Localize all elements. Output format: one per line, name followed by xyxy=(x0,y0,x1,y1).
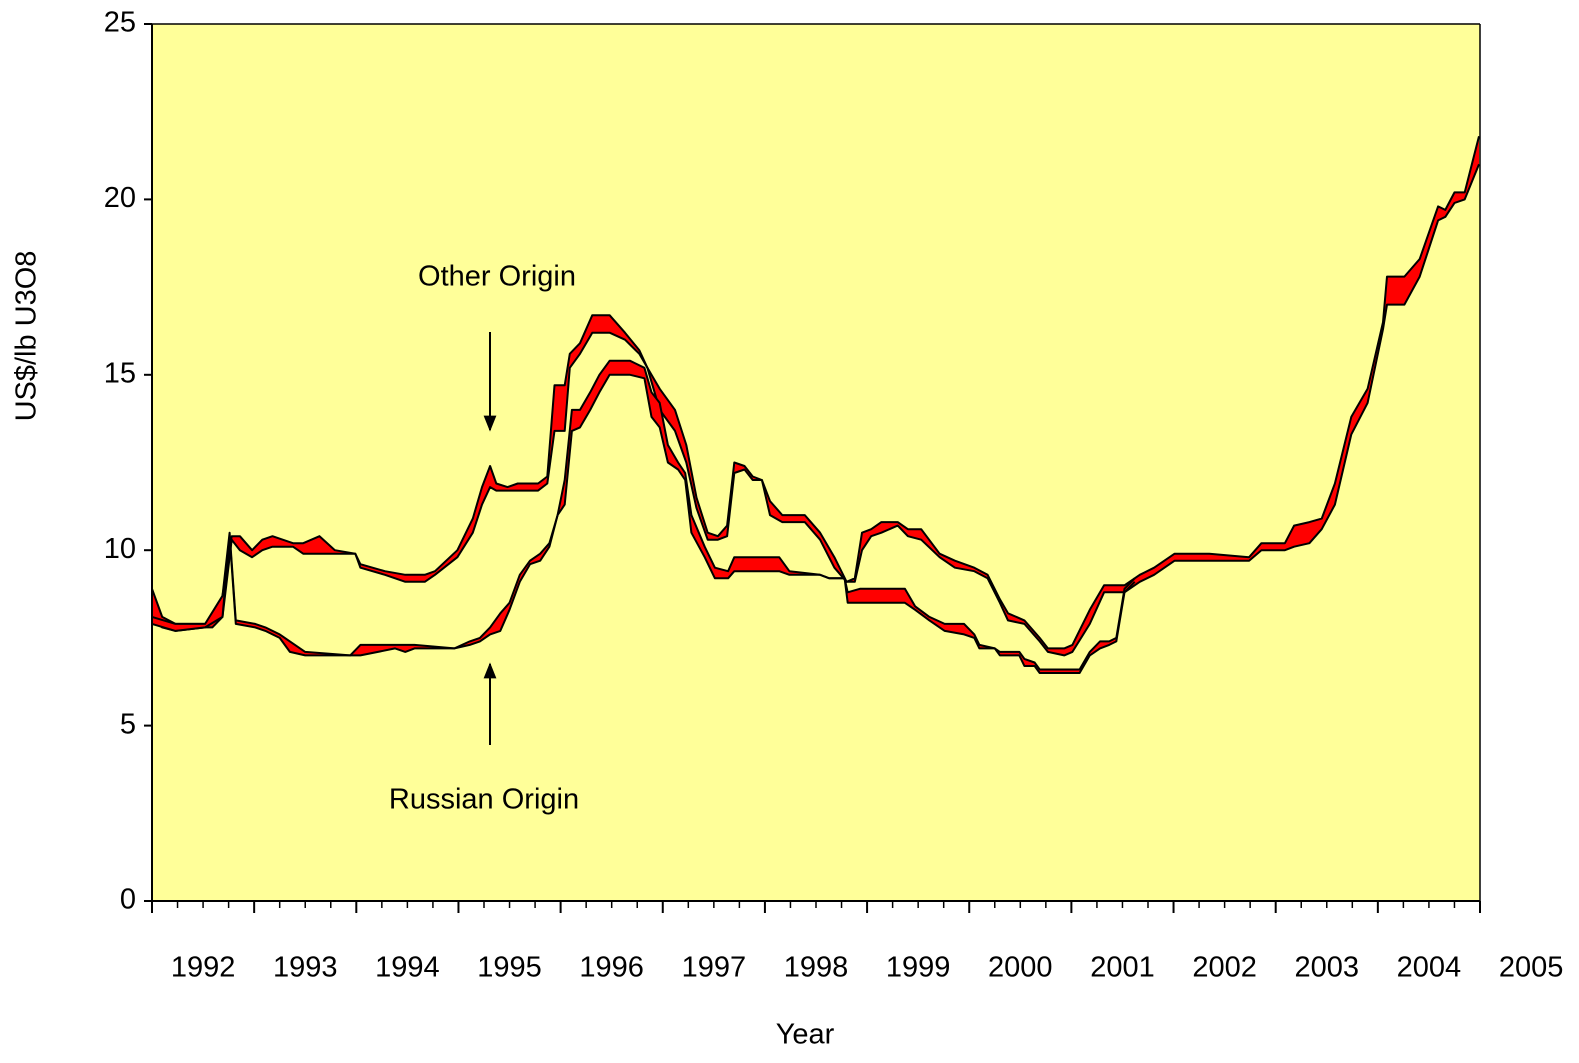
range-low-line xyxy=(151,163,1480,657)
annotation: Other Origin xyxy=(418,261,576,293)
x-tick-label: 1998 xyxy=(784,952,849,984)
x-tick-label: 2002 xyxy=(1192,952,1257,984)
x-axis-label: Year xyxy=(776,1019,835,1051)
x-tick-label: 1994 xyxy=(375,952,440,984)
range-low-line xyxy=(151,373,1136,674)
x-tick-label: 1999 xyxy=(886,952,951,984)
x-tick-label: 1995 xyxy=(477,952,542,984)
annotation: Russian Origin xyxy=(389,784,579,816)
range-band xyxy=(152,360,1135,673)
x-tick-label: 2001 xyxy=(1090,952,1155,984)
x-tick-label: 2005 xyxy=(1499,952,1564,984)
y-tick-label: 20 xyxy=(104,182,136,214)
y-tick-label: 15 xyxy=(104,357,136,389)
y-tick-label: 0 xyxy=(120,884,136,916)
x-tick-label: 1996 xyxy=(579,952,644,984)
y-tick-label: 5 xyxy=(120,708,136,740)
plot-background xyxy=(152,24,1480,901)
y-tick-label: 25 xyxy=(104,7,136,39)
x-tick-label: 1997 xyxy=(682,952,747,984)
x-tick-label: 2004 xyxy=(1397,952,1462,984)
x-tick-label: 2000 xyxy=(988,952,1053,984)
x-tick-label: 1992 xyxy=(171,952,236,984)
y-tick-label: 10 xyxy=(104,533,136,565)
range-high-line xyxy=(151,136,1480,650)
y-axis-label: US$/lb U3O8 xyxy=(11,251,43,422)
plot-area xyxy=(151,24,1480,901)
x-tick-label: 1993 xyxy=(273,952,338,984)
x-tick-label: 2003 xyxy=(1295,952,1360,984)
